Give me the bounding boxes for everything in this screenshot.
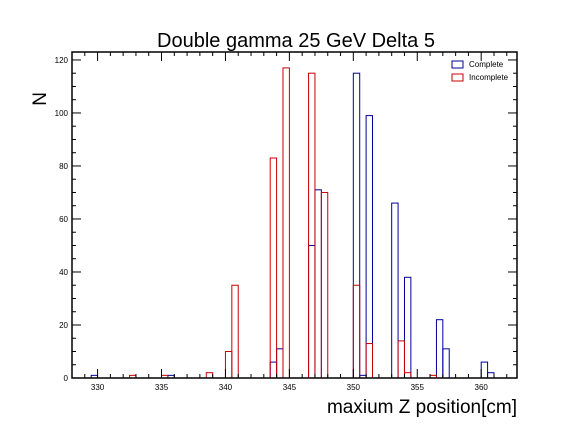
chart-title: Double gamma 25 GeV Delta 5 — [157, 30, 435, 52]
legend-swatch-complete — [451, 60, 464, 69]
axis-ticks — [71, 51, 518, 379]
x-tick-label: 335 — [155, 383, 169, 392]
y-tick-label: 60 — [59, 215, 68, 224]
x-tick-labels: 330 335 340 345 350 355 360 — [91, 383, 489, 392]
legend: Complete Incomplete — [451, 60, 509, 82]
legend-label-complete: Complete — [469, 60, 504, 69]
x-tick-label: 345 — [283, 383, 297, 392]
y-tick-label: 80 — [59, 162, 68, 171]
y-tick-labels: 0 20 40 60 80 100 120 — [55, 56, 69, 383]
y-tick-label: 0 — [64, 374, 69, 383]
x-tick-label: 355 — [411, 383, 425, 392]
x-tick-label: 360 — [475, 383, 489, 392]
legend-label-incomplete: Incomplete — [469, 73, 509, 82]
x-tick-label: 350 — [347, 383, 361, 392]
y-tick-label: 100 — [55, 109, 69, 118]
y-tick-label: 40 — [59, 268, 68, 277]
y-tick-label: 120 — [55, 56, 69, 65]
x-tick-label: 330 — [91, 383, 105, 392]
plot-frame — [71, 51, 518, 379]
x-axis-title: maxium Z position[cm] — [327, 397, 517, 418]
x-tick-label: 340 — [219, 383, 233, 392]
y-tick-label: 20 — [59, 321, 68, 330]
y-axis-title: N — [30, 92, 51, 106]
legend-swatch-incomplete — [451, 73, 464, 82]
